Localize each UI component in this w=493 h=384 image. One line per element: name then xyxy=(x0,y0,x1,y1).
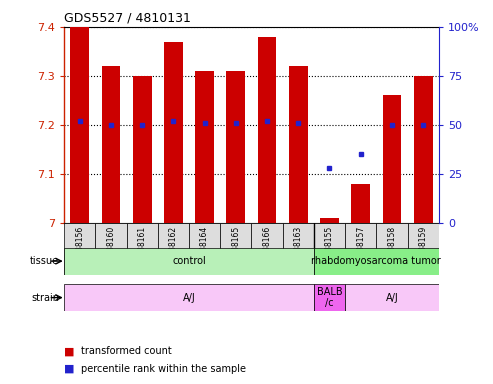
Text: transformed count: transformed count xyxy=(81,346,172,356)
Bar xyxy=(289,66,308,223)
Text: GSM738158: GSM738158 xyxy=(387,225,396,272)
Text: A/J: A/J xyxy=(182,293,195,303)
Text: GSM738162: GSM738162 xyxy=(169,225,178,272)
Bar xyxy=(314,223,345,275)
Text: GSM738165: GSM738165 xyxy=(231,225,240,272)
Text: BALB
/c: BALB /c xyxy=(317,287,342,308)
Bar xyxy=(251,223,282,275)
Bar xyxy=(258,37,277,223)
Bar xyxy=(158,223,189,275)
Bar xyxy=(314,248,439,275)
Bar xyxy=(376,223,408,275)
Text: GSM738160: GSM738160 xyxy=(106,225,115,272)
Bar xyxy=(220,223,251,275)
Bar xyxy=(133,76,151,223)
Bar xyxy=(408,223,439,275)
Bar xyxy=(195,71,214,223)
Bar xyxy=(352,184,370,223)
Bar xyxy=(95,223,127,275)
Bar xyxy=(189,223,220,275)
Text: GSM738157: GSM738157 xyxy=(356,225,365,272)
Text: percentile rank within the sample: percentile rank within the sample xyxy=(81,364,246,374)
Bar xyxy=(345,223,376,275)
Bar xyxy=(102,66,120,223)
Bar xyxy=(70,27,89,223)
Bar xyxy=(127,223,158,275)
Bar xyxy=(64,284,314,311)
Text: ■: ■ xyxy=(64,346,74,356)
Text: rhabdomyosarcoma tumor: rhabdomyosarcoma tumor xyxy=(312,256,441,266)
Text: GSM738164: GSM738164 xyxy=(200,225,209,272)
Text: ■: ■ xyxy=(64,364,74,374)
Bar xyxy=(345,284,439,311)
Bar xyxy=(64,223,95,275)
Bar xyxy=(414,76,432,223)
Text: A/J: A/J xyxy=(386,293,398,303)
Bar xyxy=(64,248,314,275)
Text: GSM738163: GSM738163 xyxy=(294,225,303,272)
Text: GSM738161: GSM738161 xyxy=(138,225,146,272)
Text: control: control xyxy=(172,256,206,266)
Bar xyxy=(282,223,314,275)
Text: GSM738155: GSM738155 xyxy=(325,225,334,272)
Text: GSM738159: GSM738159 xyxy=(419,225,427,272)
Bar xyxy=(320,218,339,223)
Bar xyxy=(226,71,245,223)
Bar xyxy=(314,284,345,311)
Text: tissue: tissue xyxy=(30,256,59,266)
Text: GSM738156: GSM738156 xyxy=(75,225,84,272)
Bar xyxy=(164,41,183,223)
Bar xyxy=(383,96,401,223)
Text: GSM738166: GSM738166 xyxy=(263,225,272,272)
Text: strain: strain xyxy=(31,293,59,303)
Text: GDS5527 / 4810131: GDS5527 / 4810131 xyxy=(64,11,191,24)
